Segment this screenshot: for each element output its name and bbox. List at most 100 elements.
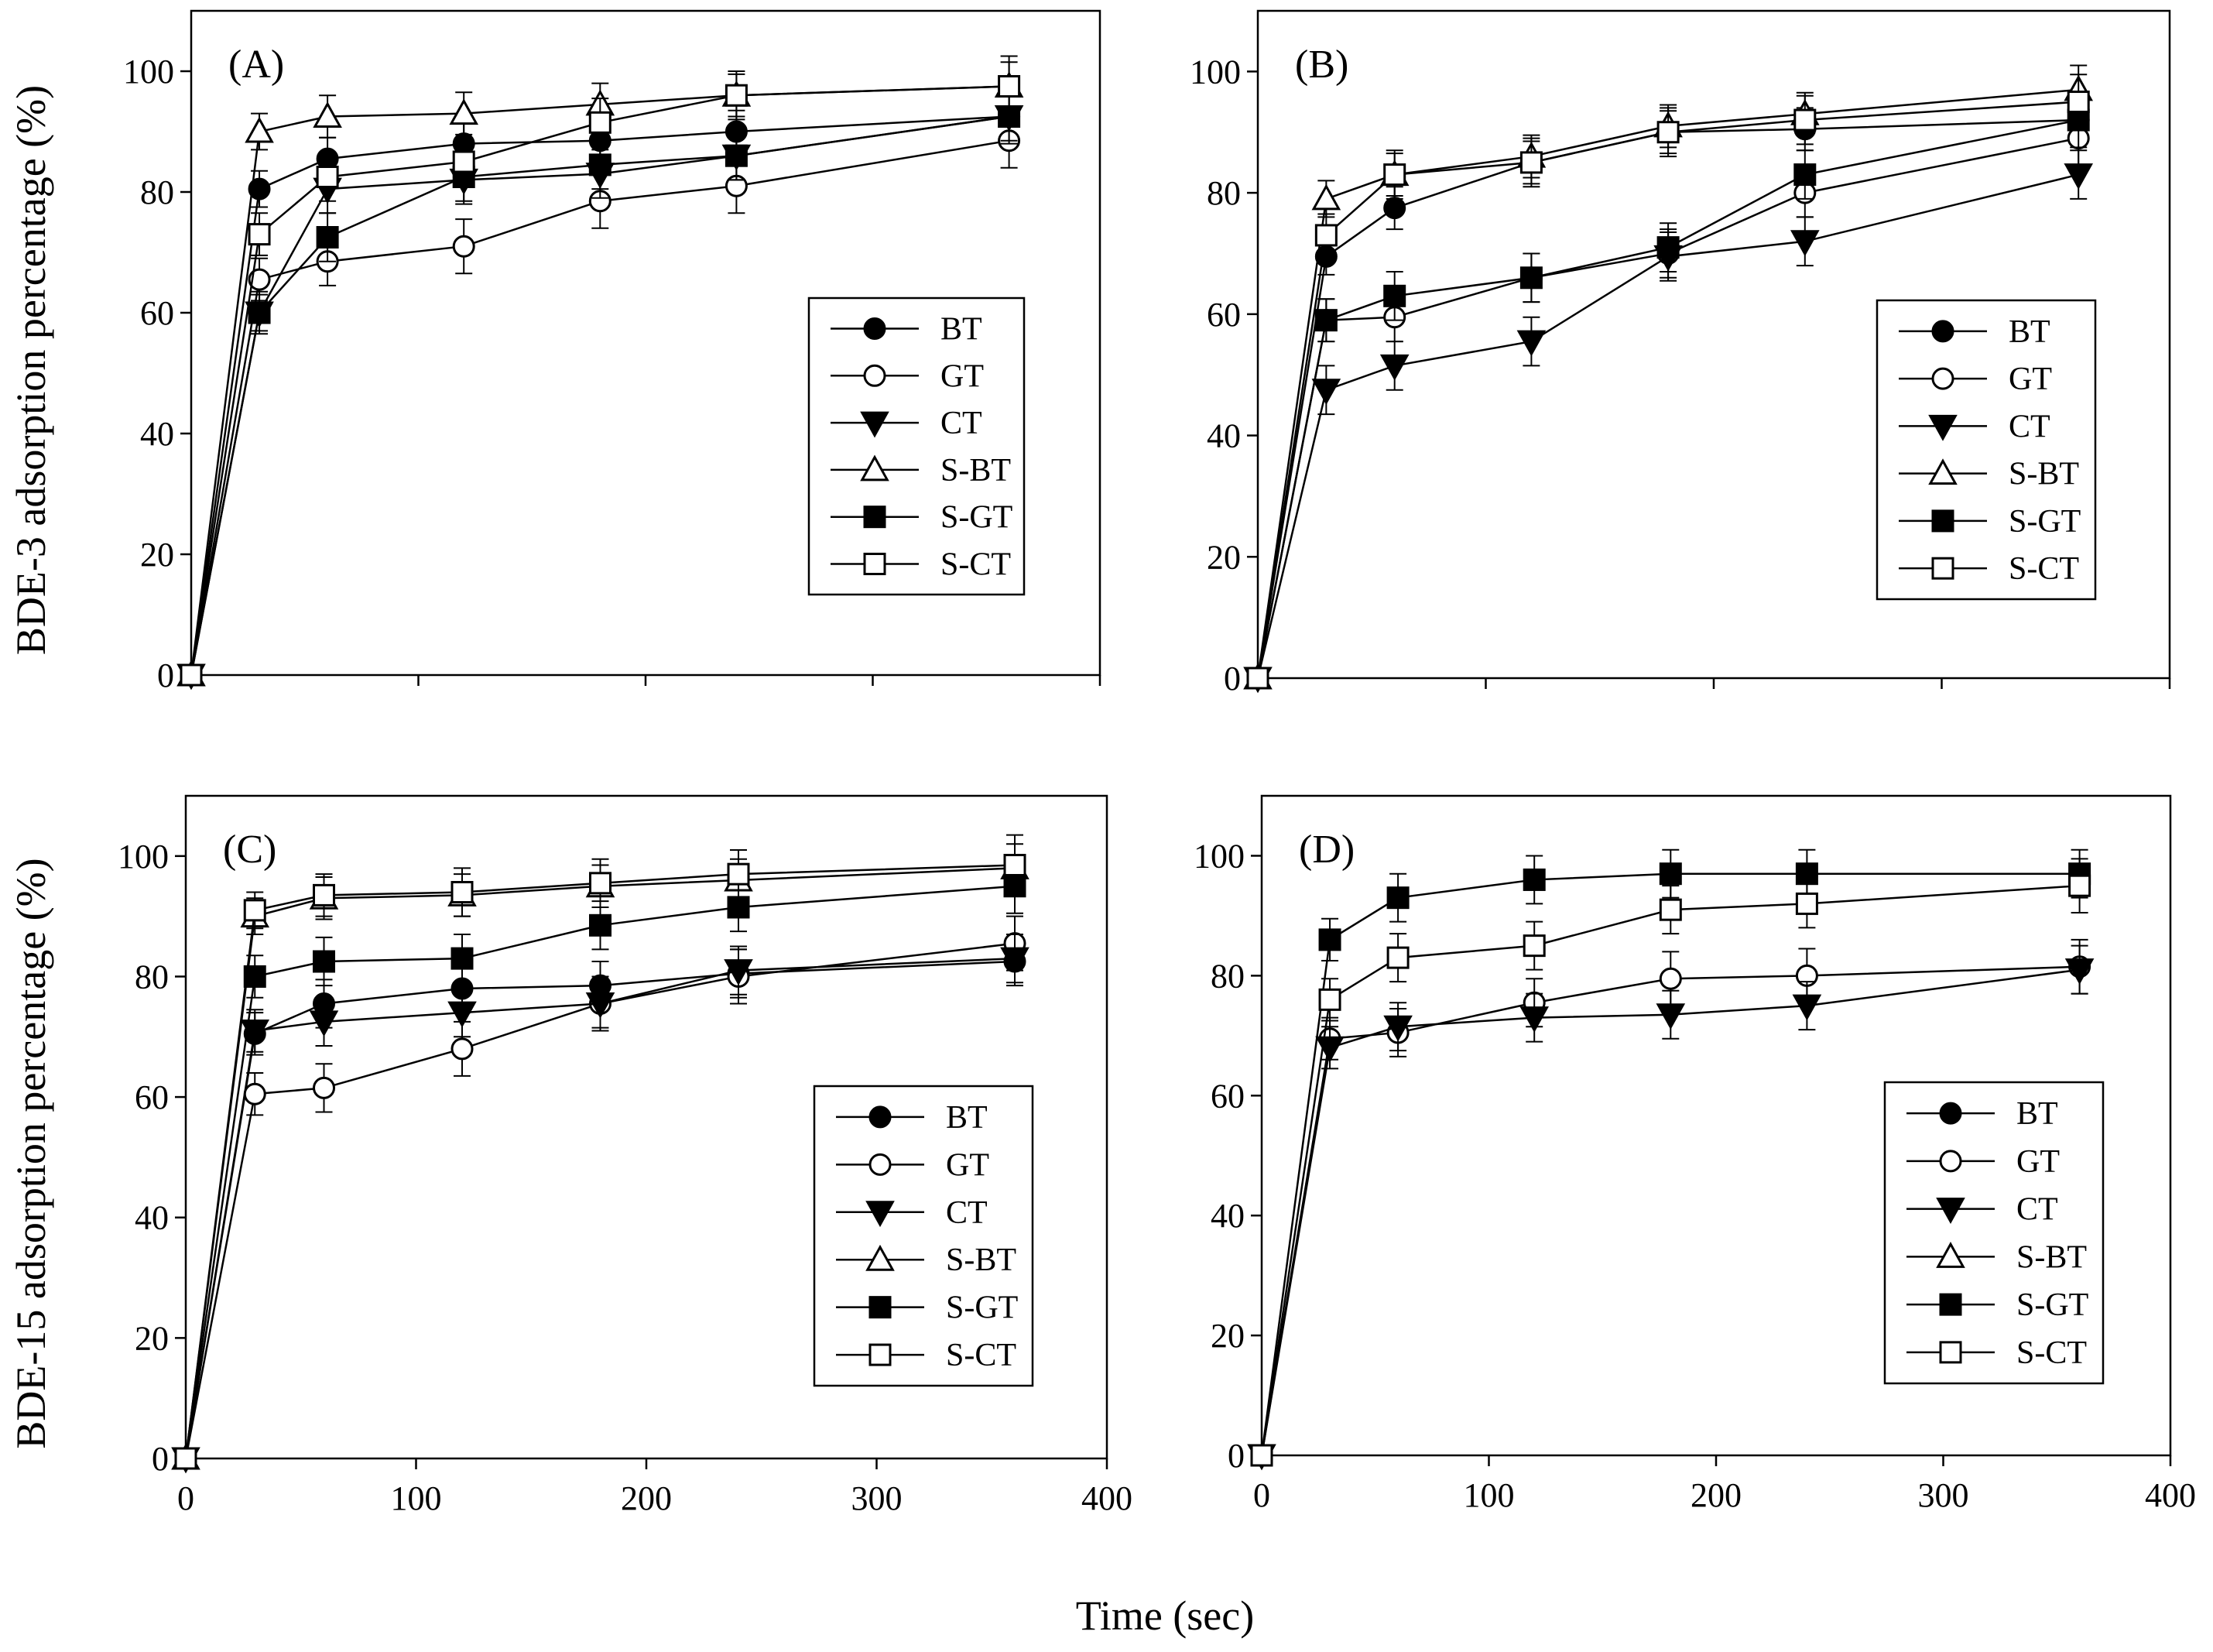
data-point-gt: [248, 268, 271, 291]
legend-item-s-gt: S-GT: [831, 500, 1012, 536]
data-point-s-ct: [1318, 988, 1341, 1011]
legend-item-bt: BT: [1906, 1096, 2058, 1132]
data-point-s-ct: [1793, 108, 1817, 132]
data-point-s-ct: [1795, 892, 1818, 915]
data-point-s-ct: [1519, 151, 1543, 174]
chart-panel-b: 0 20 40 60 80 100 (B) BT GT CT S-BT S-GT S-CT: [1190, 9, 2171, 697]
legend-item-s-gt: S-GT: [1906, 1287, 2088, 1323]
data-point-ct: [2064, 958, 2095, 985]
data-point-gt: [313, 1076, 335, 1099]
chart-panel-a: 0 20 40 60 80 100 (A) BT GT CT S-BT S-GT S-CT: [123, 9, 1101, 694]
legend-marker: [1936, 1242, 1965, 1268]
legend-marker: [1931, 557, 1954, 580]
legend-item-bt: BT: [1899, 314, 2050, 350]
legend-label: S-BT: [946, 1242, 1016, 1278]
x-tick-label: 400: [1081, 1479, 1132, 1517]
data-point-s-gt: [1793, 163, 1817, 187]
legend-box: [1883, 1081, 2105, 1385]
y-tick-label: 60: [1207, 296, 1241, 334]
legend-marker: [863, 506, 886, 529]
legend-marker: [863, 317, 886, 341]
data-point-s-gt: [1318, 928, 1341, 951]
data-point-s-gt: [450, 947, 474, 970]
data-point-s-gt: [727, 896, 750, 919]
data-point-s-bt: [245, 116, 274, 143]
data-point-ct: [724, 959, 753, 986]
data-point-s-bt: [1311, 183, 1341, 211]
x-axis-title: Time (sec): [1076, 1592, 1254, 1639]
data-point-s-ct: [180, 663, 203, 687]
data-point-ct: [1519, 1006, 1549, 1033]
data-point-s-ct: [450, 881, 474, 904]
x-tick-label: 200: [1691, 1476, 1742, 1514]
legend-label: BT: [2009, 314, 2050, 350]
data-point-bt: [1383, 197, 1406, 220]
data-point-s-ct: [998, 75, 1021, 98]
legend-label: CT: [2009, 409, 2050, 444]
legend-marker: [1931, 367, 1954, 390]
legend-item-s-ct: S-CT: [836, 1338, 1016, 1373]
legend-marker: [1939, 1150, 1962, 1173]
y-tick-label: 100: [1190, 53, 1241, 91]
legend-label: CT: [2016, 1192, 2058, 1228]
legend-label: GT: [2009, 362, 2052, 397]
data-point-ct: [1379, 354, 1410, 381]
series-s-ct: [1246, 74, 2090, 690]
legend-item-ct: CT: [1906, 1192, 2058, 1228]
legend-label: GT: [940, 358, 984, 394]
y-tick-label: 20: [1207, 538, 1241, 576]
data-point-bt: [248, 177, 271, 201]
y-tick-label: 0: [157, 656, 174, 694]
data-point-s-ct: [588, 111, 611, 134]
legend-item-bt: BT: [836, 1100, 988, 1136]
data-point-s-ct: [1386, 946, 1410, 969]
legend-label: S-CT: [940, 547, 1011, 582]
data-point-s-ct: [174, 1447, 197, 1470]
data-point-gt: [1659, 967, 1682, 990]
data-point-ct: [309, 1010, 339, 1037]
legend-marker: [860, 454, 889, 482]
legend-item-s-ct: S-CT: [1906, 1335, 2087, 1371]
legend-marker: [868, 1343, 892, 1366]
legend-marker: [868, 1296, 892, 1319]
legend-item-s-bt: S-BT: [1899, 457, 2079, 492]
legend-marker: [1939, 1102, 1962, 1125]
data-point-ct: [1516, 330, 1547, 357]
legend-label: CT: [940, 406, 982, 441]
legend-marker: [1939, 1341, 1962, 1364]
y-tick-label: 80: [1207, 174, 1241, 212]
legend-label: S-GT: [940, 500, 1012, 536]
legend-box: [807, 296, 1026, 596]
y-tick-label: 20: [135, 1319, 169, 1357]
data-point-s-ct: [1314, 224, 1338, 247]
data-point-s-ct: [727, 862, 750, 886]
data-point-ct: [1792, 994, 1822, 1021]
legend-item-s-ct: S-CT: [1899, 551, 2079, 587]
panel-label: (D): [1299, 828, 1355, 872]
data-point-gt: [452, 235, 475, 258]
panel-label: (B): [1295, 43, 1348, 87]
legend-marker: [868, 1153, 892, 1176]
data-point-s-ct: [452, 150, 475, 173]
legend-item-s-bt: S-BT: [1906, 1239, 2087, 1275]
data-point-s-ct: [1246, 667, 1269, 690]
data-point-s-ct: [243, 899, 266, 922]
y-tick-label: 40: [140, 415, 174, 453]
legend-box: [813, 1085, 1034, 1387]
legend-box: [1876, 299, 2097, 601]
legend-marker: [860, 411, 889, 438]
data-point-gt: [243, 1082, 266, 1105]
y-tick-label: 0: [1224, 660, 1241, 697]
legend-marker: [1936, 1198, 1965, 1224]
panels: 0 20 40 60 80 100 (A) BT GT CT S-BT S-GT S-CT 0 20 40 60…: [118, 9, 2196, 1517]
legend-item-ct: CT: [831, 406, 982, 441]
y-tick-label: 60: [140, 294, 174, 332]
data-point-s-ct: [1383, 163, 1406, 187]
data-point-s-ct: [1003, 853, 1026, 876]
panel-label: (C): [223, 828, 276, 872]
data-point-s-gt: [1656, 236, 1680, 259]
data-point-s-gt: [316, 226, 339, 248]
data-point-ct: [447, 1001, 477, 1028]
y-tick-label: 80: [140, 173, 174, 211]
data-point-s-gt: [588, 153, 611, 177]
